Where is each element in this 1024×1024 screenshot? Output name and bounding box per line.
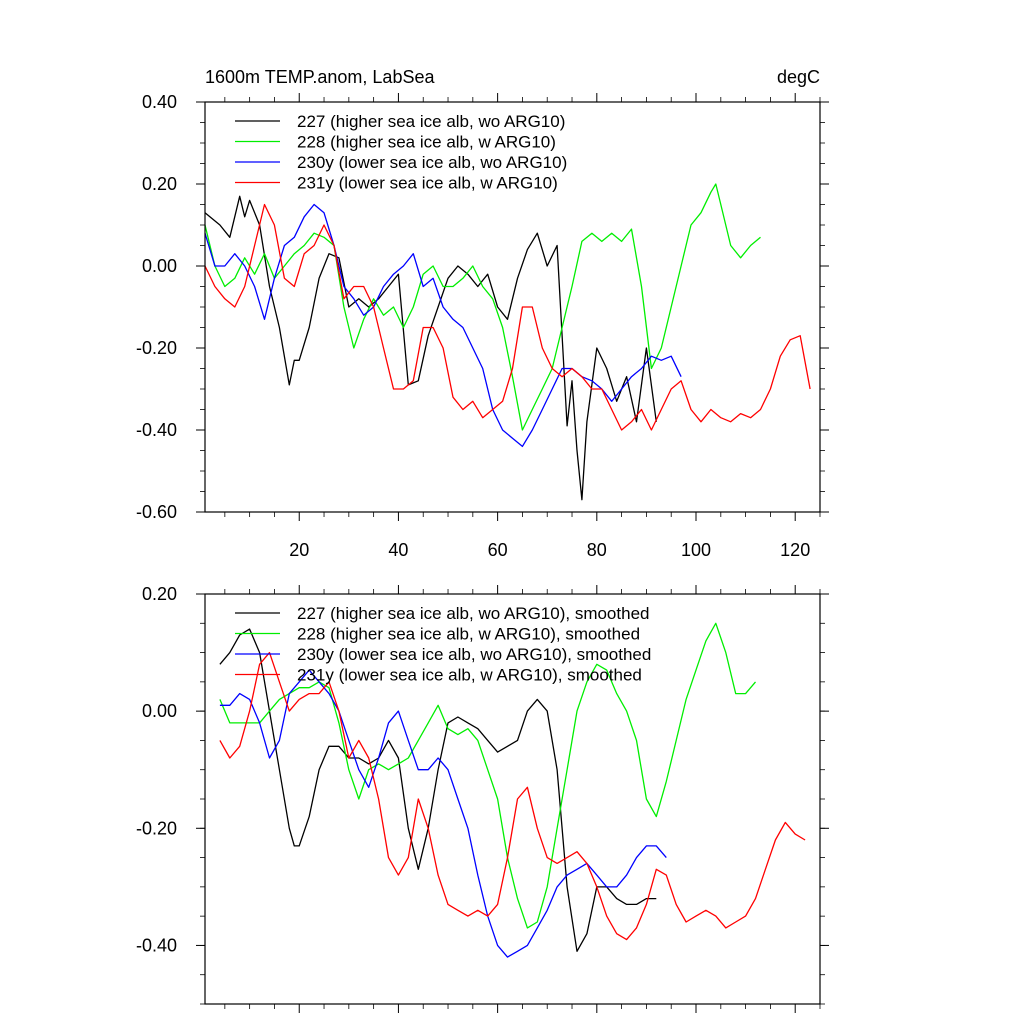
bottom-panel: -0.40 -0.20 0.00 0.20 227 (higher sea ice a… — [136, 584, 829, 1013]
y-tick-label: 0.00 — [142, 701, 177, 721]
y-tick-label: 0.00 — [142, 256, 177, 276]
legend-label-2: 230y (lower sea ice alb, wo ARG10), smoo… — [297, 645, 651, 664]
x-tick-label: 80 — [587, 540, 607, 560]
y-tick-label: -0.60 — [136, 502, 177, 522]
top-legend: 227 (higher sea ice alb, wo ARG10) 228 (h… — [235, 112, 567, 193]
legend-label-2: 230y (lower sea ice alb, wo ARG10) — [297, 153, 567, 172]
series-line-2 — [204, 203, 682, 448]
legend-label-0: 227 (higher sea ice alb, wo ARG10), smoo… — [297, 604, 649, 623]
legend-label-3: 231y (lower sea ice alb, w ARG10), smoot… — [297, 666, 642, 685]
series-line-0 — [219, 628, 657, 952]
y-tick-label: 0.40 — [142, 92, 177, 112]
x-tick-label: 120 — [780, 540, 810, 560]
series-line-3 — [204, 203, 811, 431]
top-series-group — [204, 183, 811, 501]
x-tick-label: 20 — [289, 540, 309, 560]
top-chart-units: degC — [777, 67, 820, 87]
series-line-2 — [219, 669, 667, 958]
series-line-1 — [219, 622, 756, 929]
y-tick-label: -0.40 — [136, 935, 177, 955]
legend-label-0: 227 (higher sea ice alb, wo ARG10) — [297, 112, 565, 131]
y-tick-label: 0.20 — [142, 584, 177, 604]
top-chart-title: 1600m TEMP.anom, LabSea — [205, 67, 435, 87]
top-panel: 1600m TEMP.anom, LabSea degC -0.60-0.40-… — [136, 67, 829, 560]
top-axes: -0.60 -0.40 -0.20 0.00 0.20 0.40 20 40 60 80 100 12… — [136, 92, 829, 560]
y-tick-label: -0.20 — [136, 818, 177, 838]
legend-label-1: 228 (higher sea ice alb, w ARG10), smoot… — [297, 625, 640, 644]
bottom-legend: 227 (higher sea ice alb, wo ARG10), smoo… — [235, 604, 651, 685]
bottom-series-group — [219, 622, 806, 958]
series-line-3 — [219, 651, 806, 941]
legend-label-3: 231y (lower sea ice alb, w ARG10) — [297, 174, 558, 193]
x-tick-label: 100 — [681, 540, 711, 560]
x-tick-label: 40 — [388, 540, 408, 560]
y-tick-label: -0.20 — [136, 338, 177, 358]
y-tick-label: -0.40 — [136, 420, 177, 440]
bottom-axes: -0.40 -0.20 0.00 0.20 — [136, 584, 829, 1013]
series-line-0 — [204, 195, 657, 501]
legend-label-1: 228 (higher sea ice alb, w ARG10) — [297, 133, 556, 152]
x-tick-label: 60 — [488, 540, 508, 560]
series-line-1 — [204, 183, 761, 431]
y-tick-label: 0.20 — [142, 174, 177, 194]
